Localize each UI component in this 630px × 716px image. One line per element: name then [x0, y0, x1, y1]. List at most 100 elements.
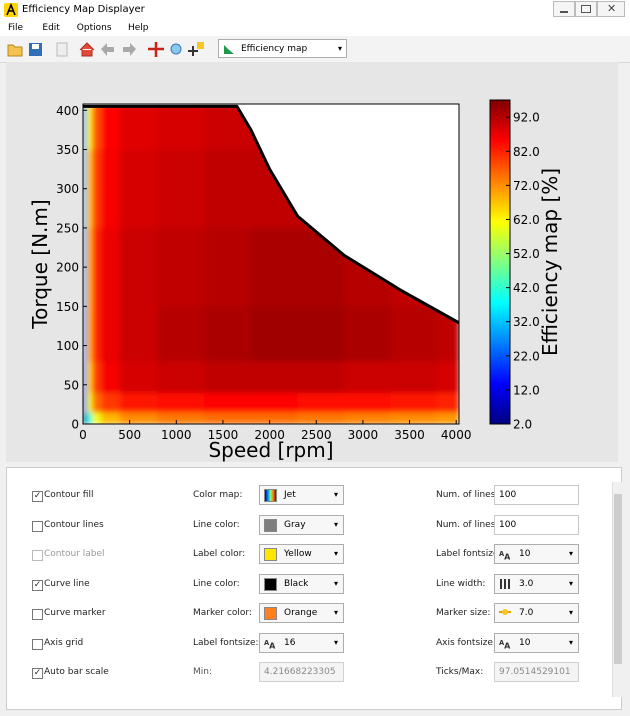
y-tick-label: 250 — [56, 221, 79, 235]
field-label: Label fontsize: — [193, 637, 259, 648]
heatmap-cell — [203, 149, 252, 229]
y-tick-label: 400 — [56, 104, 79, 118]
title-bar: Efficiency Map Displayer ✕ — [0, 0, 630, 21]
checkbox-label: Auto bar scale — [44, 667, 109, 677]
heatmap-cell — [92, 392, 102, 413]
back-button[interactable] — [101, 43, 114, 56]
heatmap — [83, 106, 459, 425]
checkbox[interactable] — [32, 520, 43, 532]
colorbar-tick-label: 32.0 — [513, 315, 540, 329]
dropdown[interactable]: 3.0 ▾ — [494, 573, 579, 594]
heatmap-cell — [297, 392, 345, 413]
field-label: Ticks/Max: — [436, 667, 484, 677]
y-tick-label: 150 — [56, 300, 79, 314]
dropdown[interactable]: Black ▾ — [259, 573, 344, 594]
heatmap-cell — [92, 360, 102, 393]
minimize-button[interactable] — [553, 1, 575, 17]
field-label: Axis fontsize: — [436, 637, 496, 648]
menu-item[interactable]: File — [8, 23, 24, 33]
dropdown-text: Yellow — [284, 549, 312, 559]
copy-button[interactable] — [56, 42, 68, 57]
dropdown[interactable]: AA 10 ▾ — [494, 544, 579, 564]
open-button[interactable] — [7, 44, 23, 57]
dropdown[interactable]: 7.0 ▾ — [494, 603, 579, 623]
home-button[interactable] — [79, 42, 95, 57]
heatmap-cell — [92, 149, 102, 229]
dropdown-arrow: ▾ — [568, 549, 573, 558]
dropdown[interactable]: Gray ▾ — [259, 514, 344, 535]
heatmap-cell — [343, 392, 392, 413]
save-button[interactable] — [29, 43, 42, 56]
dropdown-arrow: ▾ — [333, 490, 338, 499]
view-select[interactable]: Efficiency map ▾ — [218, 39, 347, 58]
heatmap-cell — [86, 411, 93, 425]
toolbar-icons — [7, 42, 204, 57]
heatmap-cell — [157, 360, 205, 393]
checkbox[interactable]: ✓ — [32, 491, 43, 502]
checkbox-label: Contour fill — [44, 490, 94, 500]
disabled-field: 4.21668223305 — [259, 662, 344, 682]
dropdown-arrow: ▾ — [568, 578, 573, 588]
heatmap-cell — [297, 306, 345, 362]
forward-button[interactable] — [123, 43, 136, 56]
heatmap-cell — [101, 411, 121, 425]
colorbar-tick-label: 22.0 — [513, 349, 540, 363]
dropdown-text: Orange — [284, 608, 318, 618]
heatmap-cell — [120, 360, 158, 393]
menu-item[interactable]: Edit — [42, 23, 60, 33]
checkbox[interactable]: ✓ — [32, 579, 43, 591]
field-label: Label color: — [193, 549, 246, 559]
heatmap-cell — [92, 227, 102, 307]
menu-bar: File Edit Options Help — [0, 20, 630, 36]
checkbox — [32, 550, 43, 561]
scrollbar[interactable] — [612, 482, 623, 697]
maximize-button[interactable] — [575, 1, 597, 17]
font-icon: AA — [499, 638, 511, 651]
dropdown-arrow: ▾ — [568, 637, 573, 647]
checkbox-label: Contour lines — [44, 519, 104, 530]
heatmap-cell — [157, 392, 205, 413]
dropdown-text: 16 — [284, 637, 296, 648]
dropdown[interactable]: Jet ▾ — [259, 485, 344, 505]
dropdown[interactable]: Orange ▾ — [259, 603, 344, 623]
zoom-button[interactable] — [170, 43, 182, 55]
heatmap-cell — [83, 392, 88, 413]
heatmap-cell — [92, 306, 102, 362]
checkbox-label: Curve line — [44, 578, 90, 589]
field-label: Line width: — [436, 578, 486, 589]
colorbar-tick-label: 72.0 — [513, 179, 540, 193]
heatmap-cell — [250, 306, 298, 362]
heatmap-cell — [157, 106, 205, 150]
heatmap-cell — [120, 106, 158, 150]
dropdown[interactable]: AA 10 ▾ — [494, 632, 579, 653]
dropdown-text: 10 — [519, 549, 531, 559]
heatmap-cell — [101, 149, 121, 229]
close-button[interactable]: ✕ — [597, 1, 625, 17]
heatmap-cell — [390, 392, 438, 413]
heatmap-cell — [343, 360, 392, 393]
colorbar-tick-label: 92.0 — [513, 111, 540, 125]
checkbox[interactable] — [32, 638, 43, 650]
heatmap-cell — [83, 106, 88, 150]
menu-item[interactable]: Options — [76, 23, 112, 33]
dropdown[interactable]: Yellow ▾ — [259, 544, 344, 564]
pan-button[interactable] — [148, 42, 164, 57]
x-tick-label: 1000 — [161, 428, 192, 442]
add-button[interactable] — [188, 42, 204, 56]
checkbox[interactable]: ✓ — [32, 668, 43, 679]
checkbox-label: Contour label — [44, 549, 105, 559]
field-label: Line color: — [193, 578, 240, 589]
dropdown[interactable]: AA 16 ▾ — [259, 632, 344, 653]
x-tick-label: 3000 — [348, 428, 379, 442]
checkbox[interactable] — [32, 609, 43, 620]
heatmap-cell — [437, 392, 459, 413]
chart-area: 0 50 100 150 200 250 300 350 400 0 500 1000 1500 2000… — [6, 62, 618, 462]
text-field[interactable]: 100 — [494, 514, 579, 535]
heatmap-cell — [120, 227, 158, 307]
checkbox-label: Axis grid — [44, 637, 84, 648]
text-field[interactable]: 100 — [494, 485, 579, 505]
dropdown-arrow: ▾ — [333, 608, 338, 617]
heatmap-cell — [203, 227, 252, 307]
menu-item[interactable]: Help — [128, 23, 149, 33]
dropdown-text: Jet — [284, 490, 296, 500]
